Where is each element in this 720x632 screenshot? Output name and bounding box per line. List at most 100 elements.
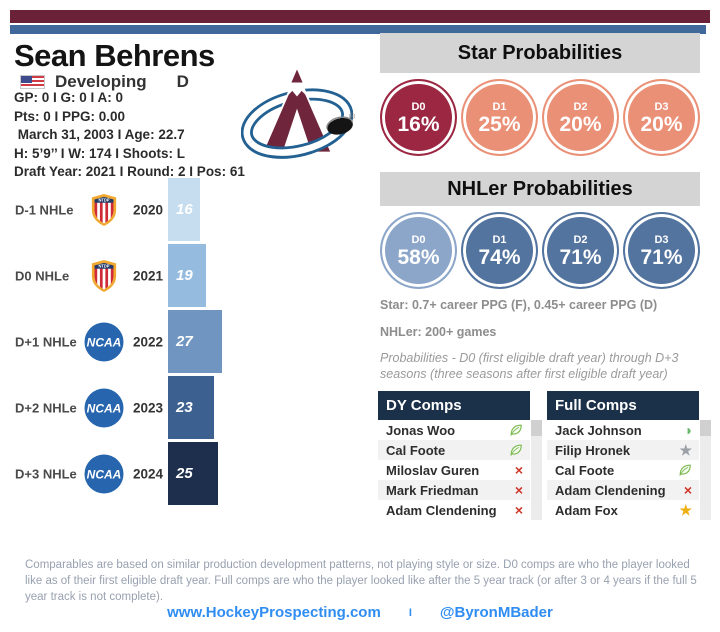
full-comps-scrollbar[interactable] bbox=[700, 420, 711, 520]
full-comp-row: Filip Hronek ★ bbox=[547, 440, 699, 460]
ntdp-logo-cell: NTDP bbox=[83, 259, 125, 292]
comp-player-name: Mark Friedman bbox=[386, 482, 479, 498]
nhler-circle-value: 58% bbox=[397, 245, 440, 269]
full-comps-title: Full Comps bbox=[555, 397, 637, 414]
gold-star-icon: ★ bbox=[679, 502, 692, 518]
leaf-icon bbox=[510, 424, 522, 437]
comp-player-name: Adam Fox bbox=[555, 502, 618, 518]
chart-category-label: D+1 NHLe bbox=[15, 334, 77, 349]
star-circle-value: 16% bbox=[397, 112, 440, 136]
dy-comp-row: Miloslav Guren × bbox=[378, 460, 530, 480]
nhle-bar: 19 bbox=[168, 244, 206, 307]
star-circle-label: D0 bbox=[411, 100, 426, 113]
full-comps-rows: Jack Johnson ◑ Filip Hronek ★ Cal Foote Adam … bbox=[547, 420, 699, 520]
nhler-circle-d2: D2 71% bbox=[542, 212, 619, 289]
chart-row-2022: D+1 NHLe NCAA 2022 27 bbox=[0, 310, 370, 373]
player-status-row: Developing D bbox=[20, 72, 189, 92]
chart-year-label: 2024 bbox=[133, 466, 164, 481]
twitter-handle-link[interactable]: @ByronMBader bbox=[439, 604, 553, 621]
ntdp-logo-cell: NTDP bbox=[83, 193, 125, 226]
player-name: Sean Behrens bbox=[14, 38, 215, 73]
dy-comps-rows: Jonas Woo Cal Foote Miloslav Guren × Mark Fr… bbox=[378, 420, 530, 520]
nhle-bar-value: 25 bbox=[176, 465, 193, 482]
svg-text:NCAA: NCAA bbox=[87, 401, 122, 415]
chart-row-2020: D-1 NHLe NTDP 2020 16 bbox=[0, 178, 370, 241]
player-stat-line-1: Pts: 0 I PPG: 0.00 bbox=[14, 108, 126, 124]
gray-star-icon: ★ bbox=[679, 442, 692, 458]
chart-category-label: D0 NHLe bbox=[15, 268, 70, 283]
top-accent-bar-maroon bbox=[10, 10, 710, 23]
ncaa-logo: NCAA bbox=[84, 454, 124, 493]
full-comps-scrollbar-thumb[interactable] bbox=[700, 420, 711, 436]
footer-links: www.HockeyProspecting.com I @ByronMBader bbox=[0, 604, 720, 621]
comp-player-name: Adam Clendening bbox=[555, 482, 666, 498]
colorado-avalanche-logo: ® bbox=[240, 62, 355, 174]
nhle-bar: 27 bbox=[168, 310, 222, 373]
registered-trademark: ® bbox=[349, 112, 355, 121]
star-circle-d1: D1 25% bbox=[461, 79, 538, 156]
nhler-definition-note: NHLer: 200+ games bbox=[380, 325, 497, 339]
chart-category-label: D+2 NHLe bbox=[15, 400, 77, 415]
chart-year-label: 2020 bbox=[133, 202, 164, 217]
player-stat-line-4: Draft Year: 2021 I Round: 2 I Pos: 61 bbox=[14, 164, 245, 179]
top-accent-bar-blue bbox=[10, 25, 706, 34]
nhler-circle-value: 71% bbox=[559, 245, 602, 269]
avalanche-logo-graphic bbox=[240, 69, 354, 159]
svg-text:NTDP: NTDP bbox=[98, 263, 109, 268]
dy-comps-table: DY Comps Jonas Woo Cal Foote Miloslav Gure… bbox=[378, 391, 530, 520]
leaf-icon bbox=[679, 464, 691, 477]
nhler-probabilities-banner: NHLer Probabilities bbox=[380, 172, 700, 206]
leaf-icon bbox=[678, 463, 692, 477]
usa-flag-icon bbox=[20, 75, 45, 89]
nhler-circle-d0: D0 58% bbox=[380, 212, 457, 289]
star-definition-note: Star: 0.7+ career PPG (F), 0.45+ career … bbox=[380, 298, 658, 312]
ncaa-logo-cell: NCAA bbox=[83, 322, 125, 362]
svg-text:NTDP: NTDP bbox=[98, 197, 109, 202]
comp-player-name: Adam Clendening bbox=[386, 502, 497, 518]
flag-canton bbox=[21, 76, 32, 83]
player-position: D bbox=[176, 72, 189, 91]
full-comp-row: Jack Johnson ◑ bbox=[547, 420, 699, 440]
x-icon: × bbox=[514, 502, 523, 518]
x-icon: × bbox=[514, 482, 523, 498]
star-circle-value: 20% bbox=[559, 112, 602, 136]
usntdp-logo: NTDP bbox=[91, 259, 117, 292]
chart-row-2023: D+2 NHLe NCAA 2023 23 bbox=[0, 376, 370, 439]
dy-comps-scrollbar[interactable] bbox=[531, 420, 542, 520]
nhler-circle-value: 74% bbox=[478, 245, 521, 269]
nhler-circle-label: D2 bbox=[573, 233, 588, 246]
nhler-circle-value: 71% bbox=[640, 245, 683, 269]
star-circle-label: D3 bbox=[654, 100, 669, 113]
star-circle-d3: D3 20% bbox=[623, 79, 700, 156]
dy-comp-row: Jonas Woo bbox=[378, 420, 530, 440]
website-link[interactable]: www.HockeyProspecting.com bbox=[167, 604, 381, 621]
chart-row-2024: D+3 NHLe NCAA 2024 25 bbox=[0, 442, 370, 505]
star-probability-circles: D0 16% D1 25% D2 20% D3 20% bbox=[380, 79, 700, 156]
player-stat-line-2: March 31, 2003 I Age: 22.7 bbox=[14, 127, 185, 142]
comp-player-name: Jack Johnson bbox=[555, 422, 642, 438]
chart-year-label: 2023 bbox=[133, 400, 164, 415]
ncaa-logo: NCAA bbox=[84, 322, 124, 361]
nhle-bar: 16 bbox=[168, 178, 200, 241]
chart-category-label: D-1 NHLe bbox=[15, 202, 74, 217]
comp-player-name: Cal Foote bbox=[386, 442, 446, 458]
dy-comps-title: DY Comps bbox=[386, 397, 462, 414]
nhle-bar-value: 16 bbox=[176, 201, 193, 218]
nhle-bar: 25 bbox=[168, 442, 218, 505]
dy-comps-header: DY Comps bbox=[378, 391, 530, 420]
x-icon: × bbox=[514, 462, 523, 478]
ncaa-logo-cell: NCAA bbox=[83, 454, 125, 494]
half-circle-icon: ◑ bbox=[683, 422, 692, 438]
star-circle-label: D1 bbox=[492, 100, 507, 113]
full-comp-row: Cal Foote bbox=[547, 460, 699, 480]
dy-comp-row: Mark Friedman × bbox=[378, 480, 530, 500]
star-probabilities-title: Star Probabilities bbox=[457, 41, 623, 64]
dy-comps-scrollbar-thumb[interactable] bbox=[531, 420, 542, 436]
nhler-probability-circles: D0 58% D1 74% D2 71% D3 71% bbox=[380, 212, 700, 289]
player-stat-line-3: H: 5’9’’ I W: 174 I Shoots: L bbox=[14, 145, 186, 161]
dy-comp-row: Adam Clendening × bbox=[378, 500, 530, 520]
full-comps-header: Full Comps bbox=[547, 391, 699, 420]
star-probabilities-banner: Star Probabilities bbox=[380, 33, 700, 73]
leaf-icon bbox=[509, 423, 523, 437]
